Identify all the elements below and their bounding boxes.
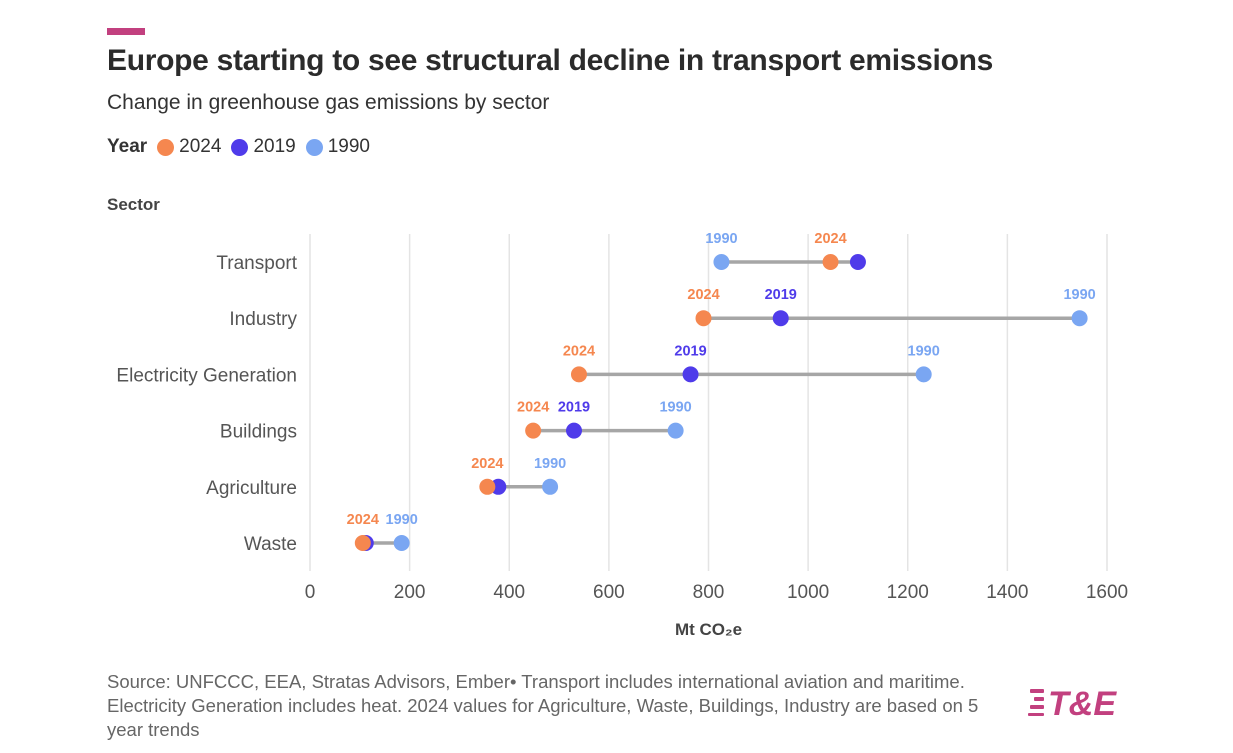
te-logo: T&E <box>1028 685 1117 721</box>
category-label: Transport <box>216 253 297 274</box>
category-label: Agriculture <box>206 478 297 499</box>
data-point-1990 <box>1071 310 1088 327</box>
data-label-1990: 1990 <box>386 512 418 528</box>
data-label-2024: 2024 <box>471 456 503 472</box>
category-label: Electricity Generation <box>116 365 297 386</box>
x-tick-label: 1600 <box>1086 582 1128 603</box>
logo-speed-lines <box>1028 689 1044 716</box>
category-label: Waste <box>244 534 297 555</box>
source-note: Source: UNFCCC, EEA, Stratas Advisors, E… <box>107 671 979 740</box>
dumbbell-chart: 0 200 400 600 800 1000 1200 1400 1600 Mt CO₂e Tran… <box>116 231 1128 639</box>
legend-dot-1990 <box>305 138 323 156</box>
x-tick-label: 200 <box>394 582 426 603</box>
x-tick-label: 600 <box>593 582 625 603</box>
data-point-1990 <box>393 535 410 551</box>
data-point-1990 <box>542 478 559 495</box>
data-point-2019 <box>566 422 583 439</box>
data-point-2019 <box>490 478 507 495</box>
data-point-2024 <box>570 366 587 383</box>
category-label: Industry <box>229 309 297 330</box>
legend-item-2024[interactable]: 2024 <box>157 136 221 158</box>
x-tick-label: 800 <box>693 582 725 603</box>
logo-text: T&E <box>1048 685 1117 721</box>
page-subtitle: Change in greenhouse gas emissions by se… <box>107 91 550 114</box>
page-title: Europe starting to see structural declin… <box>107 44 994 77</box>
data-label-2019: 2019 <box>674 343 706 359</box>
legend-item-2019[interactable]: 2019 <box>231 136 296 158</box>
data-point-2024 <box>479 478 496 495</box>
legend-label-1990: 1990 <box>327 136 370 157</box>
data-point-2024 <box>525 422 542 439</box>
data-label-2024: 2024 <box>814 231 846 247</box>
legend-title: Year <box>107 136 148 157</box>
x-tick-label: 400 <box>493 582 525 603</box>
title-accent-bar <box>107 28 145 35</box>
x-tick-label: 1400 <box>986 582 1028 603</box>
data-point-2019 <box>682 366 699 383</box>
x-tick-label: 1000 <box>787 582 829 603</box>
x-tick-label: 0 <box>305 582 316 603</box>
legend-label-2019: 2019 <box>253 136 296 157</box>
data-point-2019 <box>772 310 789 327</box>
data-label-1990: 1990 <box>534 456 566 472</box>
data-label-2024: 2024 <box>517 400 549 416</box>
legend-item-1990[interactable]: 1990 <box>305 136 370 158</box>
x-axis-title: Mt CO₂e <box>675 620 742 639</box>
data-point-1990 <box>713 254 730 270</box>
data-label-1990: 1990 <box>705 231 737 247</box>
data-point-2019 <box>849 254 866 270</box>
data-label-1990: 1990 <box>1063 287 1095 303</box>
data-point-2024 <box>354 535 371 551</box>
data-label-2019: 2019 <box>558 400 590 416</box>
data-label-1990: 1990 <box>908 343 940 359</box>
data-label-2024: 2024 <box>563 343 595 359</box>
chart-legend: Year 2024 2019 1990 <box>107 136 380 158</box>
category-label: Buildings <box>220 422 297 443</box>
legend-dot-2024 <box>157 138 175 156</box>
data-point-1990 <box>915 366 932 383</box>
legend-dot-2019 <box>231 138 249 156</box>
x-tick-label: 1200 <box>887 582 929 603</box>
y-axis-title: Sector <box>107 195 160 214</box>
data-point-2024 <box>695 310 712 327</box>
data-label-1990: 1990 <box>659 400 691 416</box>
legend-label-2024: 2024 <box>179 136 222 157</box>
data-label-2019: 2019 <box>765 287 797 303</box>
data-point-2024 <box>822 254 839 270</box>
data-label-2024: 2024 <box>687 287 719 303</box>
data-label-2024: 2024 <box>347 512 379 528</box>
data-point-1990 <box>667 422 684 439</box>
